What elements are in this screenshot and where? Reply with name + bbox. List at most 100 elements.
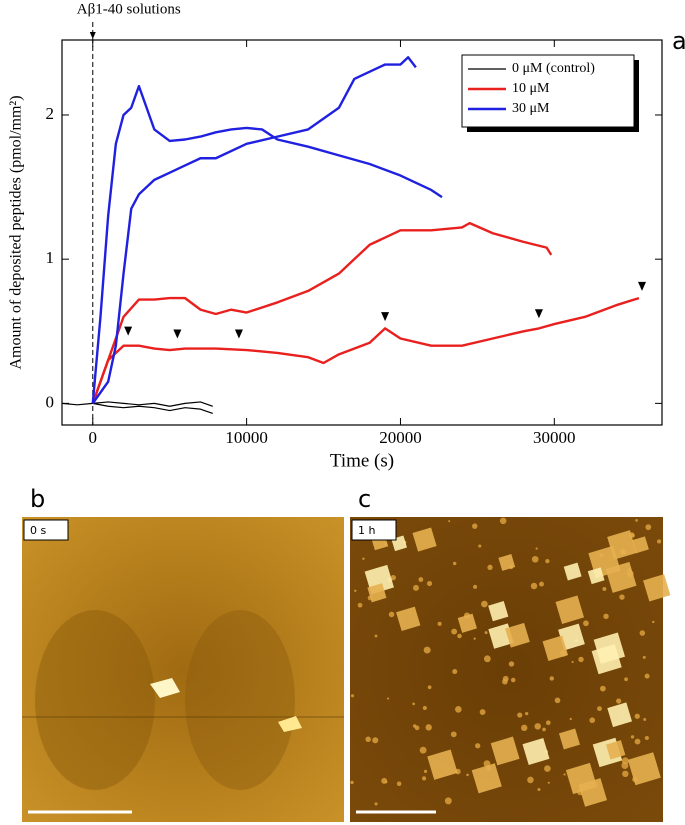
aggregate — [427, 749, 458, 780]
particle — [527, 776, 534, 784]
series-line — [91, 221, 553, 404]
image-label: 1 h — [358, 524, 375, 537]
particle — [425, 724, 432, 731]
x-tick-label: 20000 — [379, 428, 422, 447]
aggregate — [542, 635, 569, 662]
particle — [599, 685, 606, 692]
particle — [563, 773, 566, 776]
particle — [644, 735, 649, 741]
arrowhead — [234, 329, 243, 339]
particle — [412, 702, 415, 706]
aggregate — [505, 622, 530, 648]
aggregate — [607, 530, 637, 560]
arrowhead — [124, 326, 133, 336]
particle — [508, 661, 515, 667]
particle — [634, 713, 640, 719]
y-tick-label: 0 — [46, 392, 55, 411]
particle — [642, 655, 646, 659]
particle — [365, 736, 371, 743]
aggregate — [587, 567, 605, 585]
legend-label: 0 μM (control) — [512, 61, 595, 76]
particle — [387, 697, 390, 700]
particle — [381, 777, 388, 784]
particle — [374, 802, 378, 806]
particle — [517, 712, 523, 718]
particle — [549, 676, 554, 681]
particle — [466, 773, 469, 777]
particle — [639, 630, 646, 636]
panel-label: a — [672, 27, 685, 55]
aggregate — [278, 716, 302, 732]
legend — [461, 54, 635, 128]
particle — [521, 724, 528, 732]
particle — [544, 765, 551, 772]
x-axis-label: Time (s) — [330, 450, 394, 471]
particle — [396, 781, 402, 787]
particle — [534, 723, 541, 730]
y-axis-label: Amount of deposited peptides (pmol/mm²) — [8, 95, 25, 369]
particle — [484, 631, 488, 635]
series-line — [92, 402, 213, 415]
aggregate — [578, 778, 608, 807]
panel-label: c — [358, 485, 371, 513]
particle — [547, 781, 550, 784]
particle — [423, 646, 431, 654]
particle — [569, 717, 572, 721]
particle — [621, 757, 629, 765]
particle — [545, 558, 550, 564]
y-tick-label: 1 — [46, 248, 55, 267]
aggregate — [367, 583, 387, 603]
particle — [535, 547, 538, 550]
aggregate — [643, 574, 671, 602]
aggregate — [490, 736, 520, 766]
particle — [374, 634, 378, 638]
particle — [473, 584, 478, 589]
y-tick-label: 2 — [46, 104, 55, 123]
aggregate — [488, 601, 509, 622]
aggregate — [631, 536, 649, 554]
afm-shadow — [185, 610, 295, 790]
aggregate — [150, 678, 180, 698]
particle — [597, 706, 602, 712]
aggregate — [558, 728, 580, 750]
particle — [545, 720, 551, 726]
particle — [444, 797, 452, 805]
particle — [644, 673, 650, 679]
particle — [531, 555, 539, 563]
particle — [450, 731, 457, 738]
particle — [388, 611, 395, 618]
particle — [372, 737, 379, 744]
aggregate — [412, 527, 437, 552]
particle — [354, 589, 357, 592]
aggregate — [605, 561, 637, 593]
aggregate — [607, 702, 632, 728]
x-tick-label: 30000 — [533, 428, 576, 447]
particle — [643, 718, 647, 721]
arrowhead — [173, 329, 182, 339]
particle — [616, 698, 622, 704]
particle — [457, 633, 462, 639]
arrowhead — [534, 309, 543, 319]
particle — [487, 564, 493, 570]
particle — [350, 780, 354, 785]
particle — [630, 735, 635, 739]
image-label-box — [351, 519, 397, 541]
series-line — [91, 84, 443, 404]
particle — [452, 561, 457, 566]
particle — [479, 709, 486, 715]
particle — [452, 668, 458, 675]
particle — [624, 677, 628, 682]
particle — [481, 600, 488, 608]
legend-label: 10 μM — [512, 81, 550, 96]
x-tick-label: 0 — [89, 428, 98, 447]
series-line — [61, 401, 213, 407]
particle — [537, 788, 541, 792]
particle — [635, 519, 638, 522]
afm-background — [22, 517, 344, 822]
aggregate — [522, 737, 550, 765]
panel-label: b — [30, 485, 45, 513]
particle — [412, 584, 419, 591]
aggregate — [558, 623, 585, 651]
particle — [427, 685, 432, 690]
particle — [472, 523, 478, 529]
